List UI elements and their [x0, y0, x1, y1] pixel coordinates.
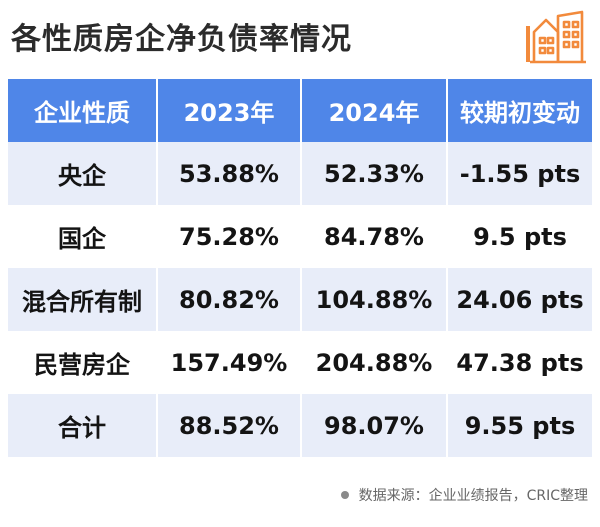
- table-row: 央企 53.88% 52.33% -1.55 pts: [8, 142, 592, 205]
- data-source-note: 数据来源：企业业绩报告，CRIC整理: [358, 488, 588, 504]
- table-cell: 国企: [58, 225, 106, 253]
- table-row: 混合所有制 80.82% 104.88% 24.06 pts: [8, 268, 592, 331]
- column-header: 较期初变动: [446, 79, 592, 142]
- table-cell: 98.07%: [300, 394, 446, 457]
- table-cell: 47.38 pts: [446, 331, 592, 394]
- table-cell: 157.49%: [156, 331, 300, 394]
- table-cell: 9.5 pts: [446, 205, 592, 268]
- net-debt-ratio-table: 企业性质 2023年 2024年 较期初变动 央企 53.88% 52.33% …: [8, 79, 592, 457]
- table-cell: 75.28%: [156, 205, 300, 268]
- table-row: 国企 75.28% 84.78% 9.5 pts: [8, 205, 592, 268]
- table-cell: 104.88%: [300, 268, 446, 331]
- table-cell: -1.55 pts: [446, 142, 592, 205]
- table-cell: 24.06 pts: [446, 268, 592, 331]
- table-cell: 央企: [58, 162, 106, 190]
- bullet-dot-icon: [340, 491, 349, 499]
- table-row: 民营房企 157.49% 204.88% 47.38 pts: [8, 331, 592, 394]
- table-cell: 民营房企: [34, 351, 130, 379]
- table-cell: 混合所有制: [22, 288, 142, 316]
- table-cell: 84.78%: [300, 205, 446, 268]
- table-cell: 合计: [58, 414, 106, 442]
- table-cell: 80.82%: [156, 268, 300, 331]
- table-cell: 53.88%: [156, 142, 300, 205]
- column-header: 企业性质: [34, 99, 130, 127]
- page-title: 各性质房企净负债率情况: [11, 22, 352, 57]
- table-header-row: 企业性质 2023年 2024年 较期初变动: [8, 79, 592, 142]
- header: 各性质房企净负债率情况: [0, 0, 600, 76]
- table-cell: 204.88%: [300, 331, 446, 394]
- table-cell: 52.33%: [300, 142, 446, 205]
- building-icon: [526, 10, 586, 64]
- table-cell: 88.52%: [156, 394, 300, 457]
- table-cell: 9.55 pts: [446, 394, 592, 457]
- column-header: 2023年: [156, 79, 300, 142]
- footer: 数据来源：企业业绩报告，CRIC整理: [340, 484, 588, 506]
- column-header: 2024年: [300, 79, 446, 142]
- table-row: 合计 88.52% 98.07% 9.55 pts: [8, 394, 592, 457]
